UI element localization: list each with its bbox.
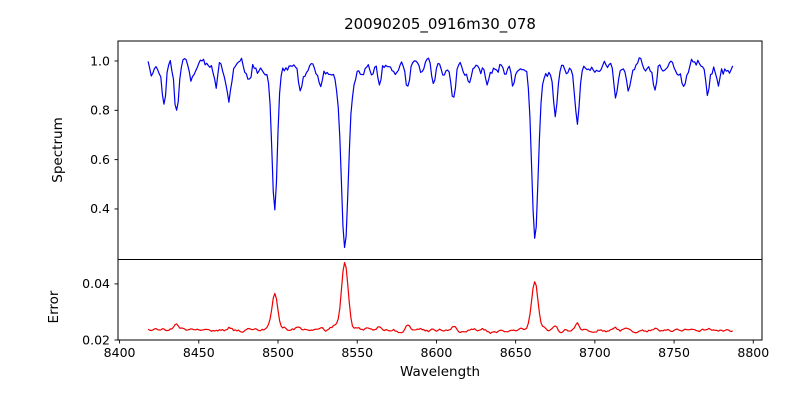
- y-tick-label: 0.02: [82, 332, 110, 347]
- panel-border-spectrum: [117, 40, 763, 260]
- chart-title: 20090205_0916m30_078: [344, 15, 536, 34]
- panel-border-error: [117, 259, 763, 341]
- x-tick-label: 8400: [104, 345, 136, 360]
- y-tick-label: 1.0: [90, 53, 110, 68]
- y-tick-label: 0.8: [90, 103, 110, 118]
- x-axis-label: Wavelength: [400, 364, 480, 380]
- spectrum-line: [147, 57, 734, 249]
- plot-area: 8400 8450 8500 8550 8600 8650 8700 8750 8800 0.4 0…: [82, 40, 769, 360]
- x-tick-label: 8800: [737, 345, 769, 360]
- x-tick-label: 8450: [183, 345, 215, 360]
- y-axis-label-error: Error: [46, 290, 62, 323]
- x-tick-label: 8700: [579, 345, 611, 360]
- y-tick-label: 0.04: [82, 276, 110, 291]
- x-tick-label: 8650: [500, 345, 532, 360]
- x-tick-label: 8550: [341, 345, 373, 360]
- y-axis-label-spectrum: Spectrum: [50, 117, 66, 182]
- x-tick-label: 8500: [262, 345, 294, 360]
- y-tick-label: 0.4: [90, 201, 110, 216]
- error-line: [147, 262, 733, 334]
- x-tick-label: 8600: [421, 345, 453, 360]
- x-tick-label: 8750: [658, 345, 690, 360]
- y-tick-label: 0.6: [90, 152, 110, 167]
